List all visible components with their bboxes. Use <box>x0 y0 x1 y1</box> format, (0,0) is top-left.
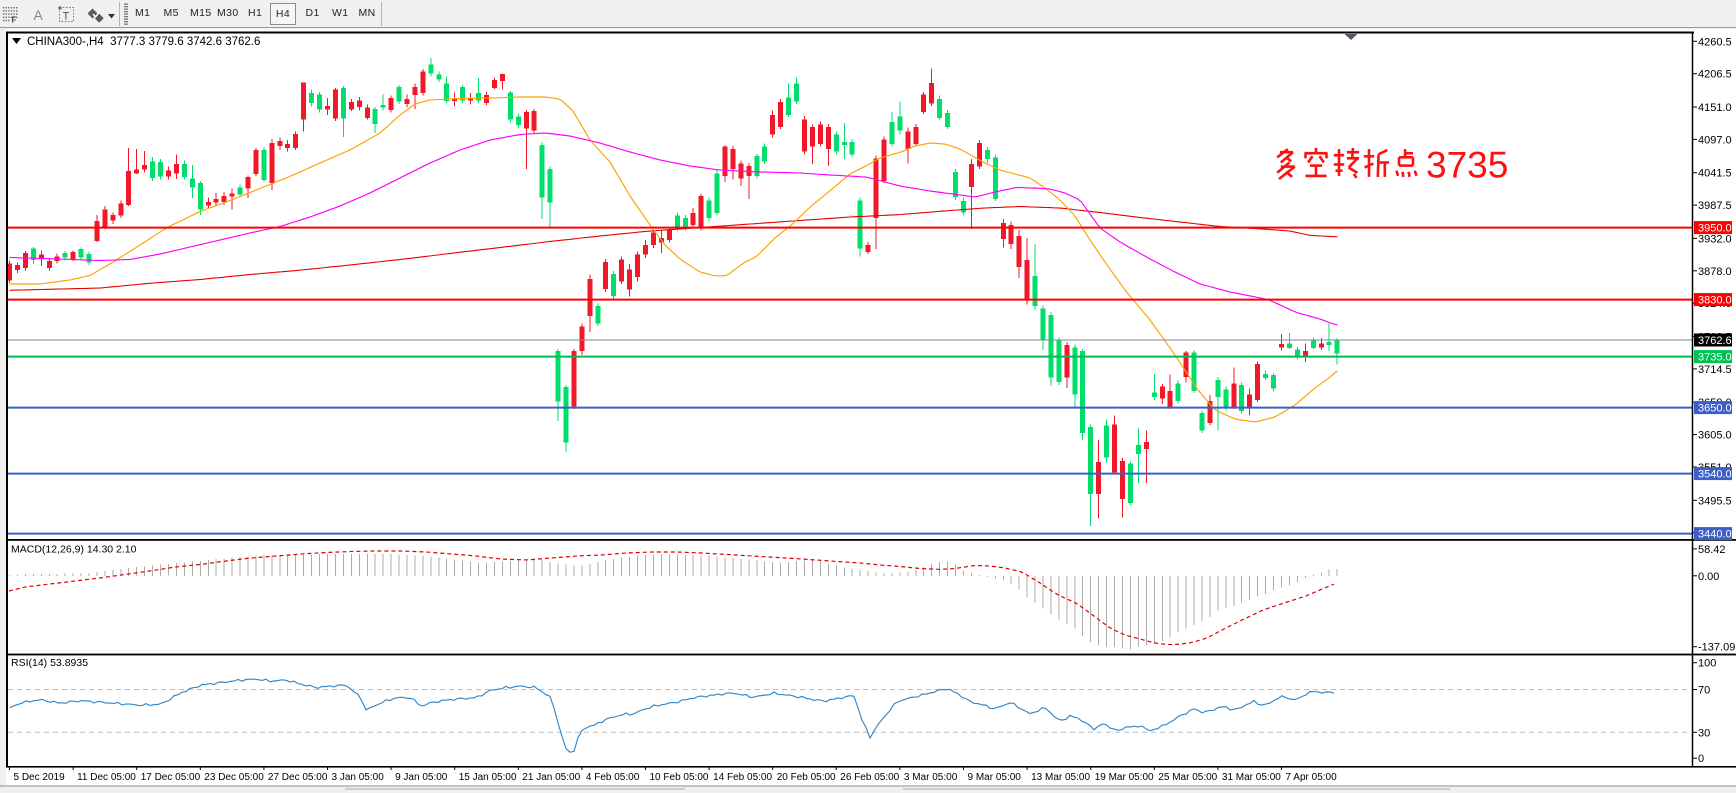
svg-text:19 Mar 05:00: 19 Mar 05:00 <box>1095 772 1154 783</box>
svg-text:11 Dec 05:00: 11 Dec 05:00 <box>77 772 136 783</box>
svg-text:21 Jan 05:00: 21 Jan 05:00 <box>522 772 580 783</box>
svg-text:10 Feb 05:00: 10 Feb 05:00 <box>650 772 709 783</box>
svg-text:25 Mar 05:00: 25 Mar 05:00 <box>1158 772 1217 783</box>
svg-text:13 Mar 05:00: 13 Mar 05:00 <box>1031 772 1090 783</box>
svg-text:0.00: 0.00 <box>1698 571 1719 583</box>
svg-text:5 Dec 2019: 5 Dec 2019 <box>14 772 66 783</box>
svg-text:9 Jan 05:00: 9 Jan 05:00 <box>395 772 448 783</box>
svg-text:4041.5: 4041.5 <box>1698 168 1732 180</box>
svg-text:31 Mar 05:00: 31 Mar 05:00 <box>1222 772 1281 783</box>
svg-text:27 Dec 05:00: 27 Dec 05:00 <box>268 772 328 783</box>
svg-text:3540.0: 3540.0 <box>1698 469 1732 481</box>
svg-text:9 Mar 05:00: 9 Mar 05:00 <box>968 772 1022 783</box>
svg-text:CHINA300-,H4 3777.3 3779.6 37: CHINA300-,H4 3777.3 3779.6 3742.6 3762.6 <box>27 36 260 48</box>
svg-text:3987.5: 3987.5 <box>1698 200 1732 212</box>
svg-text:MACD(12,26,9) 14.30 2.10: MACD(12,26,9) 14.30 2.10 <box>11 544 137 556</box>
svg-text:3735: 3735 <box>1426 145 1508 186</box>
svg-text:-137.09: -137.09 <box>1698 642 1735 654</box>
svg-text:3605.0: 3605.0 <box>1698 430 1732 442</box>
svg-text:3650.0: 3650.0 <box>1698 403 1732 415</box>
svg-text:3 Jan 05:00: 3 Jan 05:00 <box>332 772 385 783</box>
svg-text:100: 100 <box>1698 658 1716 670</box>
svg-text:26 Feb 05:00: 26 Feb 05:00 <box>840 772 899 783</box>
svg-text:0: 0 <box>1698 753 1704 765</box>
svg-text:15 Jan 05:00: 15 Jan 05:00 <box>459 772 517 783</box>
svg-text:F: F <box>12 16 17 25</box>
svg-text:T: T <box>63 11 70 23</box>
svg-text:3714.5: 3714.5 <box>1698 364 1732 376</box>
svg-text:4260.5: 4260.5 <box>1698 36 1732 48</box>
svg-text:3950.0: 3950.0 <box>1698 223 1732 235</box>
svg-text:20 Feb 05:00: 20 Feb 05:00 <box>777 772 836 783</box>
svg-text:3735.0: 3735.0 <box>1698 352 1732 364</box>
svg-text:23 Dec 05:00: 23 Dec 05:00 <box>204 772 264 783</box>
svg-text:4151.0: 4151.0 <box>1698 102 1732 114</box>
svg-text:14 Feb 05:00: 14 Feb 05:00 <box>713 772 772 783</box>
svg-text:4 Feb 05:00: 4 Feb 05:00 <box>586 772 640 783</box>
svg-text:RSI(14) 53.8935: RSI(14) 53.8935 <box>11 657 88 669</box>
svg-text:4206.5: 4206.5 <box>1698 69 1732 81</box>
svg-text:58.42: 58.42 <box>1698 544 1726 556</box>
svg-text:3762.6: 3762.6 <box>1698 335 1732 347</box>
svg-text:3878.0: 3878.0 <box>1698 266 1732 278</box>
svg-text:3 Mar 05:00: 3 Mar 05:00 <box>904 772 958 783</box>
svg-text:17 Dec 05:00: 17 Dec 05:00 <box>141 772 201 783</box>
svg-text:A: A <box>34 7 44 23</box>
svg-text:3932.0: 3932.0 <box>1698 233 1732 245</box>
svg-text:70: 70 <box>1698 685 1710 697</box>
svg-text:30: 30 <box>1698 727 1710 739</box>
svg-text:3440.0: 3440.0 <box>1698 529 1732 541</box>
svg-text:3830.0: 3830.0 <box>1698 295 1732 307</box>
svg-text:4097.0: 4097.0 <box>1698 134 1732 146</box>
svg-text:7 Apr 05:00: 7 Apr 05:00 <box>1286 772 1338 783</box>
svg-text:3495.5: 3495.5 <box>1698 495 1732 507</box>
